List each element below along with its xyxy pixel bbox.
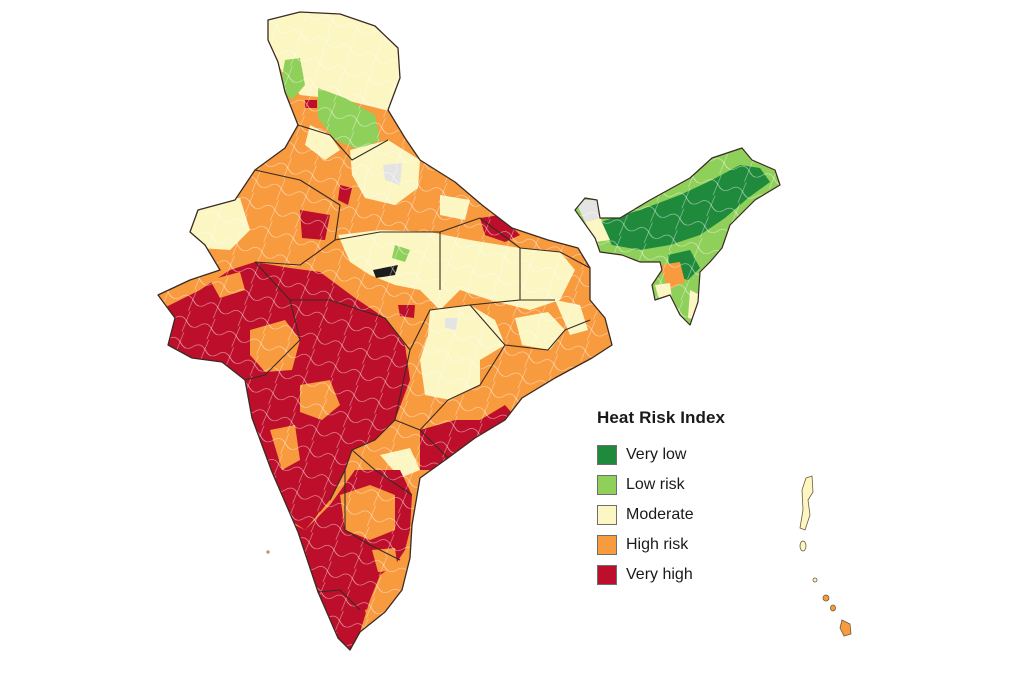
island-nancowry (830, 604, 836, 612)
legend-item-very-low: Very low (597, 440, 777, 470)
district-boundaries (158, 12, 612, 650)
state-boundaries (244, 124, 591, 611)
legend-label-very-high: Very high (626, 566, 693, 583)
legend-swatch-very-low (597, 445, 617, 465)
legend: Heat Risk Index Very low Low risk Modera… (597, 408, 777, 590)
legend-item-low-risk: Low risk (597, 470, 777, 500)
district-boundaries-ne (575, 148, 780, 325)
island-north-andaman (799, 475, 814, 531)
northeast-outline (574, 147, 781, 326)
legend-title: Heat Risk Index (597, 408, 726, 427)
legend-item-high-risk: High risk (597, 530, 777, 560)
island-car-nicobar (822, 594, 830, 602)
legend-swatch-moderate (597, 505, 617, 525)
northeast-india (575, 148, 780, 325)
legend-label-moderate: Moderate (626, 506, 694, 523)
island-south-andaman (799, 540, 807, 552)
india-outline (157, 11, 613, 651)
mainland-india (158, 12, 612, 650)
legend-swatch-very-high (597, 565, 617, 585)
legend-item-very-high: Very high (597, 560, 777, 590)
island-little-andaman (812, 577, 818, 583)
legend-item-moderate: Moderate (597, 500, 777, 530)
island-lakshadweep (266, 550, 270, 554)
legend-label-very-low: Very low (626, 446, 687, 463)
andaman-nicobar-islands (799, 475, 852, 637)
legend-swatch-high-risk (597, 535, 617, 555)
legend-label-high-risk: High risk (626, 536, 689, 553)
legend-swatch-low-risk (597, 475, 617, 495)
legend-label-low-risk: Low risk (626, 476, 685, 493)
island-great-nicobar (839, 619, 852, 637)
